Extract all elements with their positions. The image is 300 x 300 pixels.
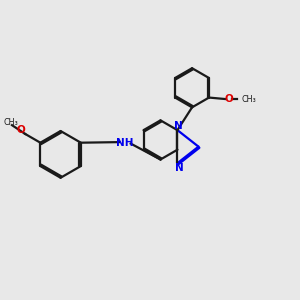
Text: NH: NH	[116, 138, 134, 148]
Text: N: N	[175, 163, 183, 173]
Text: CH₃: CH₃	[242, 94, 256, 103]
Text: O: O	[224, 94, 233, 104]
Text: N: N	[174, 121, 182, 131]
Text: CH₃: CH₃	[3, 118, 18, 127]
Text: O: O	[17, 125, 26, 135]
